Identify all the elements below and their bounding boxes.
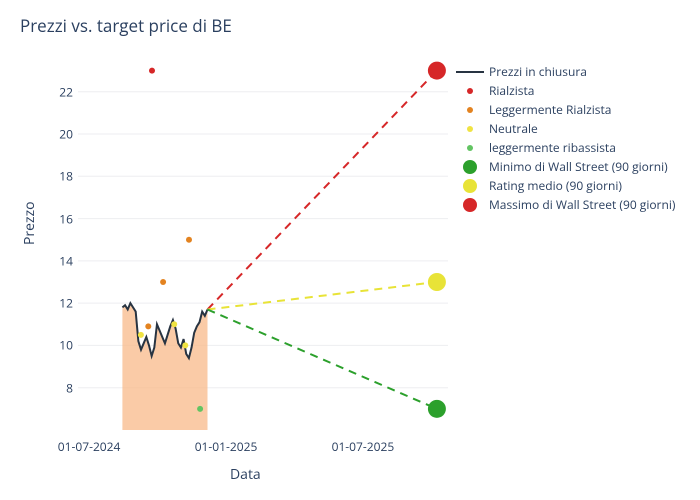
legend-label: Rating medio (90 giorni): [489, 177, 622, 194]
legend-item[interactable]: Prezzi in chiusura: [455, 62, 675, 81]
y-tick: 8: [43, 379, 73, 396]
legend-swatch: [455, 84, 485, 98]
legend-item[interactable]: Neutrale: [455, 119, 675, 138]
projection-line: [208, 282, 437, 309]
legend-item[interactable]: Leggermente Rialzista: [455, 100, 675, 119]
projection-line: [208, 71, 437, 310]
legend-label: Prezzi in chiusura: [489, 63, 587, 80]
legend-swatch: [455, 122, 485, 136]
projection-marker: [428, 273, 446, 291]
legend-label: Neutrale: [489, 120, 538, 137]
scatter-point: [160, 279, 166, 285]
legend-label: Massimo di Wall Street (90 giorni): [489, 196, 675, 213]
projection-line: [208, 309, 437, 408]
legend-item[interactable]: Massimo di Wall Street (90 giorni): [455, 195, 675, 214]
scatter-point: [149, 68, 155, 74]
x-tick: 01-07-2024: [58, 438, 121, 455]
legend-swatch: [455, 160, 485, 174]
price-area: [122, 303, 207, 430]
y-axis-label: Prezzo: [20, 201, 39, 245]
legend-item[interactable]: leggermente ribassista: [455, 138, 675, 157]
scatter-point: [197, 406, 203, 412]
legend-item[interactable]: Rating medio (90 giorni): [455, 176, 675, 195]
projection-marker: [428, 400, 446, 418]
y-tick: 18: [43, 168, 73, 185]
legend-item[interactable]: Rialzista: [455, 81, 675, 100]
projection-marker: [428, 62, 446, 80]
chart-container: Prezzi vs. target price di BE Prezzo Dat…: [0, 0, 700, 500]
legend: Prezzi in chiusura Rialzista Leggermente R…: [455, 62, 675, 214]
legend-label: leggermente ribassista: [489, 139, 616, 156]
y-tick: 20: [43, 126, 73, 143]
legend-swatch: [455, 198, 485, 212]
legend-swatch: [455, 65, 485, 79]
scatter-point: [138, 332, 144, 338]
y-tick: 12: [43, 295, 73, 312]
plot-area: [78, 60, 448, 430]
scatter-point: [145, 323, 151, 329]
chart-title: Prezzi vs. target price di BE: [20, 14, 232, 37]
y-tick: 14: [43, 252, 73, 269]
y-tick: 22: [43, 83, 73, 100]
y-tick: 10: [43, 337, 73, 354]
x-tick: 01-01-2025: [195, 438, 258, 455]
legend-swatch: [455, 103, 485, 117]
x-axis-label: Data: [230, 465, 261, 484]
y-tick: 16: [43, 210, 73, 227]
legend-swatch: [455, 141, 485, 155]
scatter-point: [171, 321, 177, 327]
x-tick: 01-07-2025: [332, 438, 395, 455]
legend-swatch: [455, 179, 485, 193]
legend-label: Leggermente Rialzista: [489, 101, 611, 118]
scatter-point: [182, 342, 188, 348]
legend-item[interactable]: Minimo di Wall Street (90 giorni): [455, 157, 675, 176]
scatter-point: [186, 237, 192, 243]
legend-label: Minimo di Wall Street (90 giorni): [489, 158, 668, 175]
legend-label: Rialzista: [489, 82, 534, 99]
